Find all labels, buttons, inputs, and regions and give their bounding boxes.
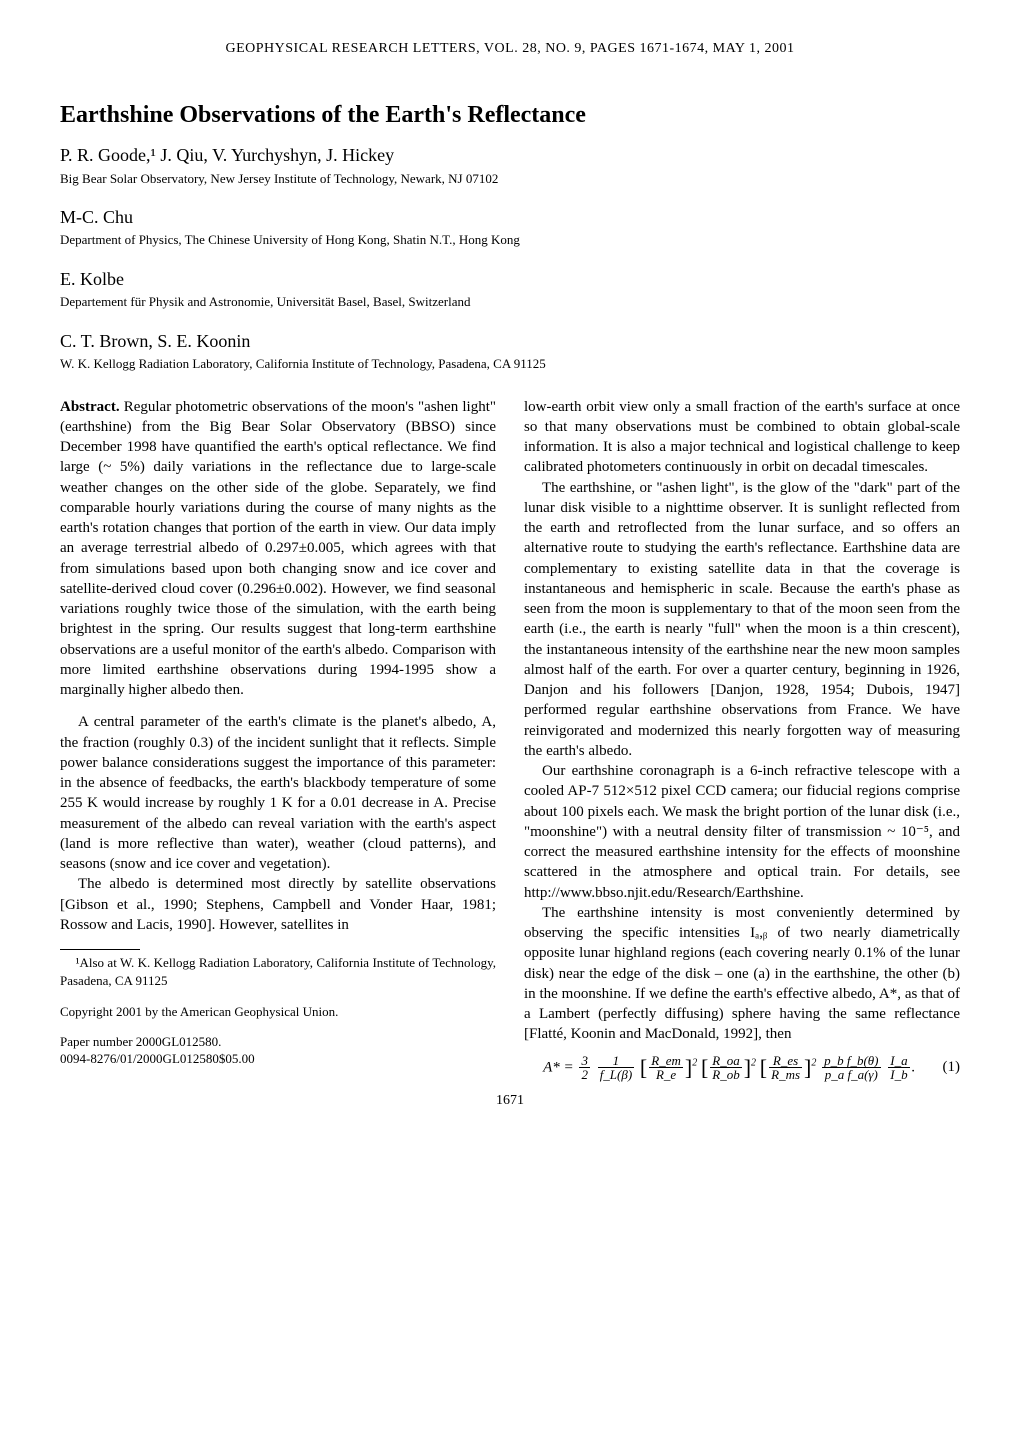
author-names-2: M-C. Chu xyxy=(60,205,960,229)
author-block-4: C. T. Brown, S. E. Koonin W. K. Kellogg … xyxy=(60,329,960,373)
author-names-1: P. R. Goode,¹ J. Qiu, V. Yurchyshyn, J. … xyxy=(60,143,960,167)
body-para-5: Our earthshine coronagraph is a 6-inch r… xyxy=(524,761,960,903)
intro-para-2: The albedo is determined most directly b… xyxy=(60,874,496,935)
author-block-3: E. Kolbe Departement für Physik and Astr… xyxy=(60,267,960,311)
footnote-1: ¹Also at W. K. Kellogg Radiation Laborat… xyxy=(60,954,496,989)
affiliation-4: W. K. Kellogg Radiation Laboratory, Cali… xyxy=(60,355,960,373)
equation-1-row: A* = 32 1f_L(β) [R_emR_e]2 [R_oaR_ob]2 [… xyxy=(524,1053,960,1083)
abstract-label: Abstract. xyxy=(60,399,120,415)
body-para-4: The earthshine, or "ashen light", is the… xyxy=(524,478,960,762)
author-block-1: P. R. Goode,¹ J. Qiu, V. Yurchyshyn, J. … xyxy=(60,143,960,187)
eq-b3-num: R_es xyxy=(769,1054,802,1068)
copyright-line: Copyright 2001 by the American Geophysic… xyxy=(60,1003,496,1021)
eq-t1-num: p_b f_b(θ) xyxy=(822,1054,880,1068)
eq-b1-num: R_em xyxy=(649,1054,683,1068)
affiliation-3: Departement für Physik and Astronomie, U… xyxy=(60,293,960,311)
journal-header: GEOPHYSICAL RESEARCH LETTERS, VOL. 28, N… xyxy=(60,40,960,59)
eq-lhs: A* = xyxy=(543,1059,574,1075)
body-para-3: low-earth orbit view only a small fracti… xyxy=(524,397,960,478)
eq-frac-2-num: 1 xyxy=(598,1054,634,1068)
paper-number-block: Paper number 2000GL012580. 0094-8276/01/… xyxy=(60,1033,496,1068)
eq-t2-den: I_b xyxy=(888,1068,909,1081)
eq-b3-den: R_ms xyxy=(769,1068,802,1081)
eq-t2-num: I_a xyxy=(888,1054,909,1068)
paper-number-line-2: 0094-8276/01/2000GL012580$05.00 xyxy=(60,1050,496,1068)
paper-title: Earthshine Observations of the Earth's R… xyxy=(60,99,960,131)
author-block-2: M-C. Chu Department of Physics, The Chin… xyxy=(60,205,960,249)
affiliation-2: Department of Physics, The Chinese Unive… xyxy=(60,231,960,249)
eq-t1-den: p_a f_a(γ) xyxy=(822,1068,880,1081)
eq-b1-den: R_e xyxy=(649,1068,683,1081)
two-column-body: Abstract. Regular photometric observatio… xyxy=(60,397,960,1083)
author-names-3: E. Kolbe xyxy=(60,267,960,291)
body-para-6: The earthshine intensity is most conveni… xyxy=(524,903,960,1045)
eq-b2-den: R_ob xyxy=(710,1068,741,1081)
intro-para-1: A central parameter of the earth's clima… xyxy=(60,712,496,874)
eq-frac-1-den: 2 xyxy=(579,1068,590,1081)
abstract-text: Regular photometric observations of the … xyxy=(60,399,496,699)
equation-1-number: (1) xyxy=(943,1057,961,1077)
eq-b2-num: R_oa xyxy=(710,1054,741,1068)
eq-frac-1-num: 3 xyxy=(579,1054,590,1068)
affiliation-1: Big Bear Solar Observatory, New Jersey I… xyxy=(60,170,960,188)
author-names-4: C. T. Brown, S. E. Koonin xyxy=(60,329,960,353)
abstract-paragraph: Abstract. Regular photometric observatio… xyxy=(60,397,496,701)
footnote-rule xyxy=(60,949,140,950)
equation-1: A* = 32 1f_L(β) [R_emR_e]2 [R_oaR_ob]2 [… xyxy=(524,1053,935,1083)
page-number: 1671 xyxy=(60,1092,960,1111)
eq-frac-2-den: f_L(β) xyxy=(598,1068,634,1081)
paper-number-line-1: Paper number 2000GL012580. xyxy=(60,1033,496,1051)
